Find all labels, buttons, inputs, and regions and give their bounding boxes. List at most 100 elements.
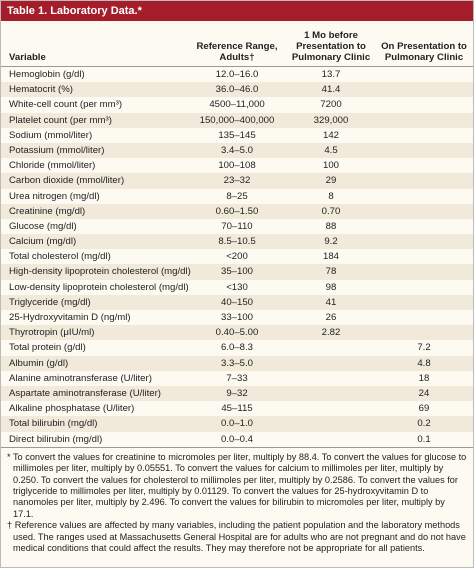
table-cell: Total protein (g/dl): [9, 342, 86, 354]
table-body: Hemoglobin (g/dl) 12.0–16.0 13.7 Hematocrit…: [1, 67, 473, 448]
table-row: Thyrotropin (μIU/ml) 0.40–5.00 2.82: [1, 325, 473, 341]
table-cell: Albumin (g/dl): [9, 357, 69, 369]
table-cell: <130: [226, 281, 248, 293]
table-cell: 100: [322, 160, 339, 172]
table-cell: [375, 113, 473, 128]
table-cell: 29: [325, 175, 337, 187]
table-cell: [375, 280, 473, 295]
table-row: Alkaline phosphatase (U/liter) 45–115 69: [1, 401, 473, 416]
table-cell: [287, 432, 375, 447]
table-cell: [287, 401, 375, 416]
table-cell: 36.0–46.0: [215, 84, 259, 96]
table-cell: 35–100: [220, 266, 253, 278]
table-cell: Sodium (mmol/liter): [9, 129, 93, 141]
footnote: * To convert the values for creatinine t…: [7, 452, 467, 520]
table-row: Creatinine (mg/dl) 0.60–1.50 0.70: [1, 203, 473, 219]
table-cell: 0.60–1.50: [215, 205, 259, 217]
table-row: Triglyceride (mg/dl) 40–150 41: [1, 294, 473, 310]
table-cell: 0.40–5.00: [215, 327, 259, 339]
table-cell: 23–32: [223, 175, 251, 187]
table-cell: 70–110: [221, 220, 253, 232]
table-cell: 12.0–16.0: [215, 69, 259, 80]
table-cell: Total cholesterol (mg/dl): [9, 251, 111, 263]
table-cell: Aspartate aminotransferase (U/liter): [9, 387, 161, 399]
table-cell: [375, 204, 473, 219]
table-cell: [287, 416, 375, 431]
table-cell: 41.4: [321, 84, 341, 96]
table-cell: [375, 143, 473, 158]
table-cell: [375, 128, 473, 143]
table-cell: [287, 371, 375, 386]
table-cell: [375, 173, 473, 188]
table-cell: Direct bilirubin (mg/dl): [9, 433, 103, 445]
table-cell: Triglyceride (mg/dl): [9, 296, 91, 308]
table-cell: Creatinine (mg/dl): [9, 205, 86, 217]
table-cell: 2.82: [321, 327, 341, 339]
table-cell: 0.1: [417, 433, 431, 445]
table-cell: 329,000: [313, 114, 349, 126]
table-cell: [287, 340, 375, 355]
table-cell: [375, 82, 473, 97]
table-cell: 9–32: [226, 387, 248, 399]
table-row: Albumin (g/dl) 3.3–5.0 4.8: [1, 355, 473, 371]
table-cell: 142: [322, 129, 339, 141]
table-cell: 4500–11,000: [209, 99, 265, 111]
table-cell: 184: [322, 251, 339, 263]
table-row: Platelet count (per mm³) 150,000–400,000 3…: [1, 112, 473, 128]
table-cell: [375, 67, 473, 82]
table-cell: [375, 310, 473, 325]
table-cell: 8: [328, 190, 334, 202]
footnote: † Reference values are affected by many …: [7, 520, 467, 554]
table-row: Direct bilirubin (mg/dl) 0.0–0.4 0.1: [1, 432, 473, 447]
table-row: Sodium (mmol/liter) 135–145 142: [1, 128, 473, 143]
table-cell: <200: [226, 251, 248, 263]
table-cell: 3.4–5.0: [220, 144, 253, 156]
column-header: Reference Range, Adults†: [196, 41, 278, 63]
table-row: Urea nitrogen (mg/dl) 8–25 8: [1, 189, 473, 204]
table-cell: 7–33: [226, 372, 248, 384]
table-cell: 8–25: [226, 190, 248, 202]
footnote-text: Reference values are affected by many va…: [13, 520, 466, 553]
table-cell: Alanine aminotransferase (U/liter): [9, 372, 152, 384]
table-cell: 0.70: [321, 205, 341, 217]
table-cell: Carbon dioxide (mmol/liter): [9, 175, 125, 187]
column-header: On Presentation to Pulmonary Clinic: [381, 41, 467, 63]
column-header: Variable: [9, 52, 46, 63]
table-row: Hematocrit (%) 36.0–46.0 41.4: [1, 82, 473, 98]
table-cell: 8.5–10.5: [218, 236, 256, 248]
table-cell: 41: [325, 296, 337, 308]
table-row: Total bilirubin (mg/dl) 0.0–1.0 0.2: [1, 416, 473, 432]
table-row: High-density lipoprotein cholesterol (mg…: [1, 264, 473, 280]
table-cell: 135–145: [218, 129, 256, 141]
table-cell: 0.2: [417, 418, 431, 430]
table-row: 25-Hydroxyvitamin D (ng/ml) 33–100 26: [1, 310, 473, 325]
table-cell: 150,000–400,000: [199, 114, 275, 126]
table-cell: High-density lipoprotein cholesterol (mg…: [9, 266, 191, 278]
table-cell: 0.0–0.4: [220, 433, 253, 445]
table-cell: 7200: [320, 99, 342, 111]
table-cell: [375, 325, 473, 340]
table-title: Table 1. Laboratory Data.*: [1, 1, 473, 21]
table-cell: 3.3–5.0: [220, 357, 253, 369]
table-row: Calcium (mg/dl) 8.5–10.5 9.2: [1, 234, 473, 250]
table-cell: 45–115: [221, 403, 253, 415]
table-cell: Alkaline phosphatase (U/liter): [9, 403, 135, 415]
table-cell: [375, 295, 473, 310]
table-cell: Urea nitrogen (mg/dl): [9, 190, 100, 202]
header-row: Variable Reference Range, Adults† 1 Mo bef…: [1, 21, 473, 67]
table-cell: Calcium (mg/dl): [9, 236, 77, 248]
column-header: 1 Mo before Presentation to Pulmonary Cl…: [291, 30, 371, 63]
table-row: Alanine aminotransferase (U/liter) 7–33 18: [1, 371, 473, 386]
table-row: Total protein (g/dl) 6.0–8.3 7.2: [1, 340, 473, 355]
table-cell: 69: [418, 403, 430, 415]
table-row: Aspartate aminotransferase (U/liter) 9–32…: [1, 385, 473, 402]
table-cell: 88: [325, 220, 337, 232]
table-row: Total cholesterol (mg/dl) <200 184: [1, 249, 473, 264]
table-row: Chloride (mmol/liter) 100–108 100: [1, 158, 473, 173]
table-cell: [375, 234, 473, 249]
table-cell: Potassium (mmol/liter): [9, 144, 105, 156]
table-cell: Chloride (mmol/liter): [9, 160, 96, 172]
table-cell: [375, 189, 473, 204]
table-cell: 18: [418, 372, 430, 384]
